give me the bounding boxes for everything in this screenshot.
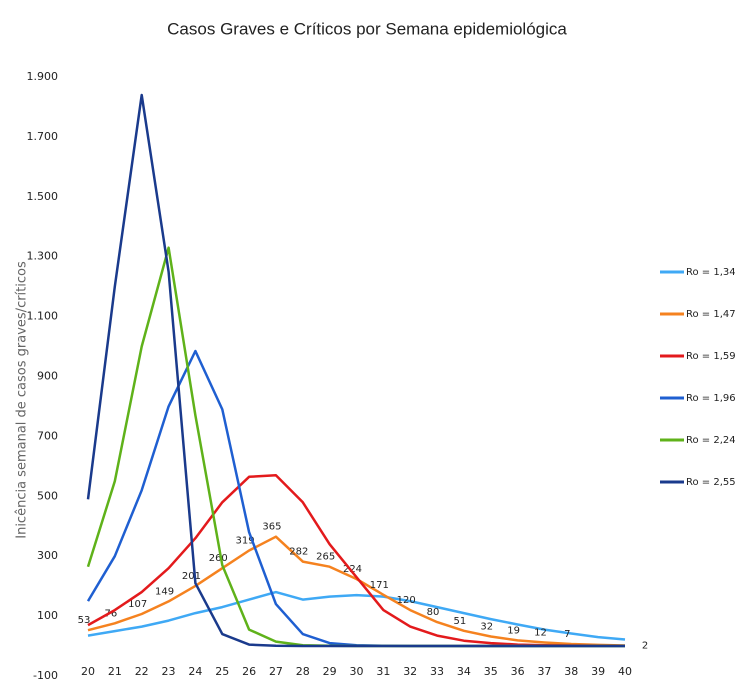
x-tick-label: 40 [618, 665, 632, 678]
legend-label: Ro = 1,96 [686, 393, 735, 404]
y-tick-label: 300 [37, 549, 58, 562]
legend-label: Ro = 2,24 [686, 435, 735, 446]
y-tick-label: 1.700 [27, 130, 59, 143]
data-label: 201 [182, 571, 201, 582]
data-label: 171 [370, 580, 389, 591]
x-tick-label: 29 [323, 665, 337, 678]
x-tick-label: 20 [81, 665, 95, 678]
x-tick-label: 33 [430, 665, 444, 678]
x-tick-label: 38 [564, 665, 578, 678]
data-label: 2 [642, 640, 648, 651]
y-tick-label: 1.300 [27, 250, 59, 263]
legend-label: Ro = 1,34 [686, 267, 735, 278]
x-tick-label: 36 [511, 665, 525, 678]
chart-title: Casos Graves e Críticos por Semana epide… [167, 19, 567, 38]
y-tick-label: 1.900 [27, 70, 59, 83]
legend-label: Ro = 2,55 [686, 477, 735, 488]
legend-label: Ro = 1,47 [686, 309, 735, 320]
data-label: 260 [209, 553, 228, 564]
data-label: 365 [262, 522, 281, 533]
data-label: 19 [507, 625, 520, 636]
x-tick-label: 34 [457, 665, 471, 678]
data-label: 53 [78, 615, 91, 626]
y-tick-label: 1.500 [27, 190, 59, 203]
data-label: 107 [128, 599, 147, 610]
data-label: 51 [454, 616, 467, 627]
data-label: 12 [534, 627, 547, 638]
x-tick-label: 31 [376, 665, 390, 678]
x-tick-label: 28 [296, 665, 310, 678]
data-label: 32 [480, 621, 493, 632]
y-tick-label: 500 [37, 489, 58, 502]
data-label: 149 [155, 586, 174, 597]
x-tick-label: 35 [484, 665, 498, 678]
x-tick-label: 26 [242, 665, 256, 678]
x-tick-label: 37 [537, 665, 551, 678]
x-tick-label: 22 [135, 665, 149, 678]
y-axis-label: Inicência semanal de casos graves/crític… [15, 261, 30, 539]
data-label: 80 [427, 607, 440, 618]
legend-label: Ro = 1,59 [686, 351, 735, 362]
data-label: 282 [289, 547, 308, 558]
data-label: 265 [316, 552, 335, 563]
y-tick-label: 100 [37, 609, 58, 622]
y-tick-label: 1.100 [27, 310, 59, 323]
data-label: 76 [104, 608, 117, 619]
x-tick-label: 39 [591, 665, 605, 678]
y-tick-label: 700 [37, 429, 58, 442]
data-label: 7 [564, 629, 570, 640]
data-label: 224 [343, 564, 362, 575]
series-line [86, 93, 625, 648]
y-tick-label: 900 [37, 370, 58, 383]
x-tick-label: 27 [269, 665, 283, 678]
x-tick-label: 21 [108, 665, 122, 678]
x-tick-label: 24 [188, 665, 202, 678]
data-label: 319 [236, 536, 255, 547]
data-label: 120 [397, 595, 416, 606]
x-tick-label: 25 [215, 665, 229, 678]
x-tick-label: 23 [162, 665, 176, 678]
x-tick-label: 30 [350, 665, 364, 678]
series-line [87, 590, 626, 641]
x-tick-label: 32 [403, 665, 417, 678]
y-tick-label: -100 [33, 669, 58, 680]
